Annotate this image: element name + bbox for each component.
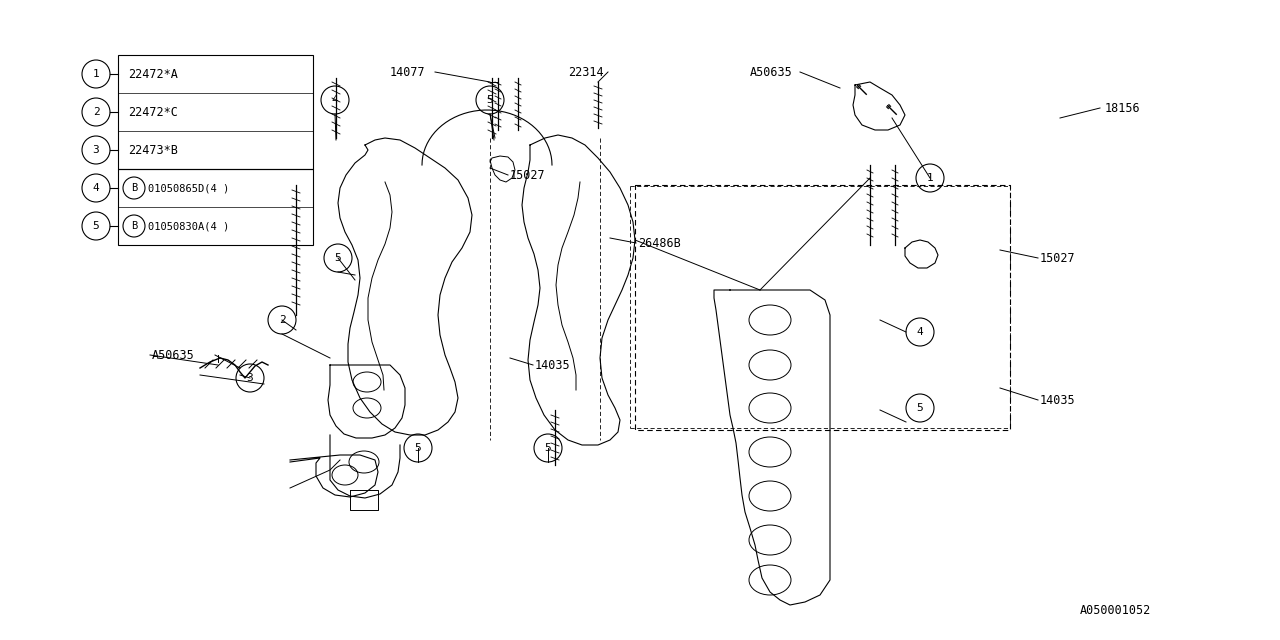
- Text: 22472*C: 22472*C: [128, 106, 178, 118]
- Text: 3: 3: [92, 145, 100, 155]
- Text: 5: 5: [415, 443, 421, 453]
- Text: 14077: 14077: [390, 65, 426, 79]
- Text: 14035: 14035: [1039, 394, 1075, 406]
- Text: 5: 5: [916, 403, 923, 413]
- Text: 4: 4: [92, 183, 100, 193]
- Text: 4: 4: [916, 327, 923, 337]
- Text: B: B: [131, 183, 137, 193]
- Text: 2: 2: [92, 107, 100, 117]
- Text: 14035: 14035: [535, 358, 571, 371]
- Text: 22473*B: 22473*B: [128, 143, 178, 157]
- Text: A50635: A50635: [750, 65, 792, 79]
- Text: 5: 5: [334, 253, 342, 263]
- Text: 26486B: 26486B: [637, 237, 681, 250]
- Bar: [118, 55, 314, 169]
- Text: 01050830A(4 ): 01050830A(4 ): [148, 221, 229, 231]
- Text: 5: 5: [486, 95, 493, 105]
- Text: 15027: 15027: [1039, 252, 1075, 264]
- Text: 15027: 15027: [509, 168, 545, 182]
- Text: 18156: 18156: [1105, 102, 1140, 115]
- Text: A050001052: A050001052: [1080, 604, 1151, 616]
- Text: 2: 2: [279, 315, 285, 325]
- Text: B: B: [131, 221, 137, 231]
- Text: 1: 1: [927, 173, 933, 183]
- Text: 1: 1: [92, 69, 100, 79]
- Text: 22472*A: 22472*A: [128, 67, 178, 81]
- Text: 5: 5: [544, 443, 552, 453]
- Text: 01050865D(4 ): 01050865D(4 ): [148, 183, 229, 193]
- Text: 3: 3: [247, 373, 253, 383]
- Bar: [118, 169, 314, 245]
- Text: A50635: A50635: [152, 349, 195, 362]
- Text: 4: 4: [332, 95, 338, 105]
- Text: 5: 5: [92, 221, 100, 231]
- Text: 22314: 22314: [568, 65, 604, 79]
